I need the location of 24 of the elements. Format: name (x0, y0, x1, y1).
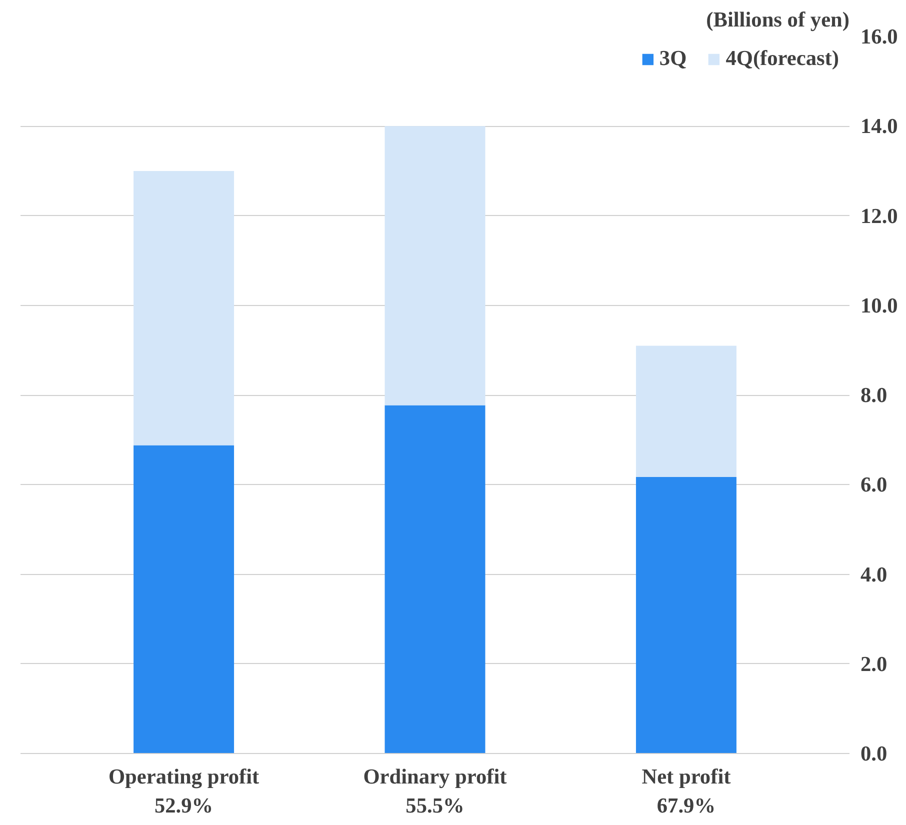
x-tick-label: Net profit (642, 764, 732, 788)
bar (384, 405, 486, 754)
y-tick-label: 6.0 (860, 472, 888, 497)
y-tick-label: 16.0 (860, 24, 898, 48)
bar (636, 477, 736, 754)
y-tick-label: 2.0 (860, 652, 888, 676)
x-tick-label: Ordinary profit (363, 764, 508, 788)
y-tick-label: 14.0 (860, 114, 898, 138)
legend-label: 3Q (659, 46, 687, 71)
y-tick-label: 4.0 (860, 562, 888, 586)
text: 67.9% (656, 793, 716, 818)
bar (636, 346, 736, 478)
legend-label: 4Q(forecast) (726, 46, 839, 71)
bar (134, 445, 234, 754)
y-tick-label: 12.0 (860, 204, 898, 228)
y-tick-label: 0.0 (860, 742, 888, 766)
text: 55.5% (406, 793, 464, 818)
bar (134, 170, 234, 446)
text: 52.9% (154, 793, 214, 818)
bar (384, 126, 486, 406)
y-tick-label: 8.0 (860, 383, 888, 407)
y-tick-label: 10.0 (860, 293, 898, 318)
y-axis-title: (Billions of yen) (706, 8, 850, 32)
x-tick-label: Operating profit (108, 764, 260, 788)
